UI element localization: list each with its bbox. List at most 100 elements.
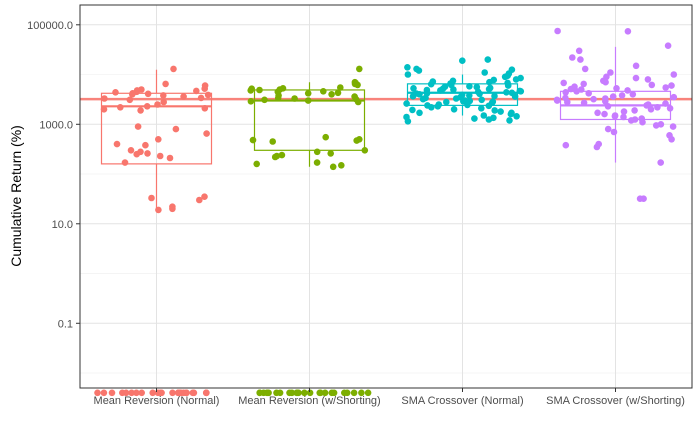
- data-point: [121, 159, 129, 166]
- series-4-points: [553, 27, 678, 202]
- data-point: [562, 141, 570, 149]
- data-point: [154, 101, 161, 108]
- x-tick-label: SMA Crossover (Normal): [401, 395, 523, 407]
- data-point: [484, 56, 492, 63]
- data-point: [632, 62, 640, 70]
- data-point: [466, 92, 473, 99]
- data-point: [94, 389, 101, 397]
- panel-border: [79, 4, 693, 389]
- y-axis-ticks: 0.1 10.0 1000.0 100000.0: [27, 20, 80, 330]
- data-point: [443, 98, 450, 106]
- data-point: [166, 154, 174, 162]
- data-point: [427, 80, 435, 88]
- box-iqr: [100, 92, 213, 165]
- series-1-points: [94, 65, 212, 397]
- data-point: [590, 95, 597, 103]
- data-point: [434, 103, 442, 110]
- data-point: [144, 150, 151, 157]
- data-point: [464, 101, 471, 109]
- data-point: [354, 98, 362, 106]
- data-point: [313, 148, 321, 156]
- data-point: [491, 92, 498, 100]
- data-point: [577, 56, 584, 63]
- data-point: [403, 100, 410, 107]
- data-point: [133, 150, 140, 158]
- data-point: [503, 89, 510, 96]
- data-point: [506, 117, 513, 124]
- data-point: [201, 85, 208, 92]
- data-point: [437, 87, 444, 94]
- data-point: [662, 84, 669, 91]
- data-point: [278, 151, 286, 159]
- data-point: [204, 91, 212, 99]
- data-point: [413, 90, 420, 97]
- data-point: [670, 71, 678, 78]
- data-point: [511, 93, 519, 100]
- data-point: [271, 153, 279, 161]
- data-point: [452, 95, 460, 102]
- data-point: [485, 102, 493, 110]
- data-point: [329, 163, 337, 171]
- data-point: [652, 122, 660, 129]
- data-point: [306, 389, 314, 397]
- data-point: [620, 113, 627, 121]
- data-point: [553, 97, 561, 104]
- data-point: [639, 118, 646, 126]
- data-point: [175, 389, 182, 397]
- data-point: [142, 141, 149, 149]
- data-point: [328, 91, 335, 98]
- data-point: [253, 160, 260, 168]
- data-point: [562, 89, 569, 96]
- panel-background: [79, 4, 693, 389]
- data-point: [513, 113, 520, 120]
- data-point: [668, 82, 675, 89]
- data-point: [654, 104, 661, 111]
- data-point: [249, 136, 257, 144]
- data-point: [602, 78, 609, 86]
- data-point: [172, 125, 180, 133]
- data-point: [648, 81, 656, 89]
- data-point: [269, 138, 277, 145]
- data-point: [138, 389, 145, 397]
- data-point: [317, 389, 324, 397]
- data-point: [485, 85, 493, 93]
- data-point: [108, 389, 116, 397]
- data-point: [134, 123, 142, 130]
- series-3-points: [403, 56, 525, 125]
- x-tick-label: SMA Crossover (w/Shorting): [546, 395, 685, 407]
- data-point: [594, 109, 601, 117]
- data-point: [450, 86, 457, 93]
- data-point: [203, 389, 210, 397]
- data-point: [322, 133, 330, 141]
- data-point: [409, 106, 416, 114]
- data-point: [247, 87, 254, 94]
- data-point: [512, 76, 520, 83]
- data-point: [321, 389, 329, 397]
- data-point: [404, 118, 412, 125]
- data-point: [256, 86, 263, 94]
- data-point: [327, 150, 335, 157]
- data-point: [148, 194, 155, 202]
- data-point: [313, 159, 321, 166]
- x-axis-ticks: Mean Reversion (Normal) Mean Reversion (w…: [94, 388, 685, 407]
- data-point: [664, 42, 672, 49]
- data-point: [504, 82, 512, 89]
- data-point: [337, 84, 344, 91]
- data-point: [197, 94, 205, 102]
- data-point: [334, 89, 342, 97]
- data-point: [611, 113, 619, 120]
- data-point: [273, 389, 280, 397]
- data-point: [593, 143, 601, 151]
- data-point: [567, 85, 575, 93]
- data-point: [517, 88, 525, 95]
- data-point: [304, 90, 312, 97]
- data-point: [485, 116, 493, 123]
- box-iqr: [253, 89, 366, 151]
- data-point: [338, 162, 345, 169]
- data-point: [160, 98, 167, 106]
- data-point: [143, 103, 151, 110]
- data-point: [183, 389, 190, 397]
- data-point: [256, 389, 264, 397]
- data-point: [602, 98, 609, 105]
- data-point: [170, 65, 177, 73]
